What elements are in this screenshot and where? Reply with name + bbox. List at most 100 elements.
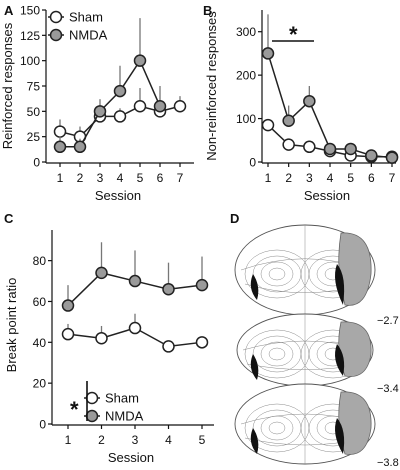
chart-a-y-tick-label: 100 bbox=[20, 54, 40, 68]
chart-b-x-tick-label: 7 bbox=[389, 171, 396, 185]
atlas-contour-left bbox=[268, 347, 286, 361]
chart-a-point-nmda bbox=[53, 140, 67, 154]
chart-a-y-tick-label: 0 bbox=[33, 156, 40, 170]
chart-c-legend-label-nmda: NMDA bbox=[105, 409, 144, 424]
lesion-core bbox=[335, 418, 345, 454]
chart-c-x-tick-label: 5 bbox=[199, 433, 206, 447]
chart-a-legend-label-sham: Sham bbox=[69, 10, 103, 25]
chart-c-point-nmda bbox=[95, 266, 108, 280]
significance-bracket-b: * bbox=[272, 22, 314, 47]
chart-c-point-sham bbox=[162, 340, 175, 353]
chart-a-y-tick-label: 25 bbox=[27, 130, 41, 144]
chart-a-x-tick-label: 7 bbox=[177, 171, 184, 185]
atlas-contour-left bbox=[268, 267, 286, 281]
chart-a-point-sham bbox=[113, 110, 127, 123]
lesion-core-left bbox=[250, 428, 259, 454]
lesion-core-left bbox=[250, 274, 259, 300]
chart-b-point-nmda bbox=[385, 151, 399, 164]
chart-c-point-nmda bbox=[61, 299, 75, 312]
chart-a-point-sham bbox=[53, 125, 67, 138]
chart-a-x-axis-label: Session bbox=[95, 188, 141, 203]
atlas-section-3 bbox=[234, 383, 376, 465]
chart-c-y-tick-label: 60 bbox=[33, 295, 47, 309]
chart-c-x-tick-label: 2 bbox=[98, 433, 105, 447]
chart-c-point-nmda bbox=[162, 282, 175, 296]
chart-c-point-sham bbox=[128, 321, 142, 335]
atlas-level-2: −3.4 bbox=[377, 383, 399, 395]
chart-b-y-tick-label: 300 bbox=[236, 25, 256, 39]
chart-a-point-nmda bbox=[113, 84, 127, 98]
chart-c-legend-label-sham: Sham bbox=[105, 391, 139, 406]
atlas-contour-left bbox=[244, 249, 310, 299]
chart-b-y-axis-label: Non-reinforced responses bbox=[204, 11, 219, 161]
chart-a-point-nmda bbox=[73, 140, 87, 154]
chart-a-y-tick-label: 150 bbox=[20, 4, 40, 18]
chart-a-y-tick-label: 50 bbox=[27, 105, 41, 119]
chart-c-y-tick-label: 80 bbox=[33, 254, 47, 268]
chart-c: 0 20 40 60 80 1 2 3 4 5 Session Break point ratio Sh… bbox=[4, 230, 214, 465]
chart-b: 0 100 200 300 1 2 3 4 5 6 7 Session Non-reinforced r… bbox=[204, 10, 399, 203]
chart-b-y-tick-label: 0 bbox=[249, 156, 256, 170]
chart-a-x-tick-label: 6 bbox=[157, 171, 164, 185]
chart-c-point-sham bbox=[95, 331, 108, 345]
atlas-section-2 bbox=[236, 313, 374, 387]
chart-a-y-tick-label: 75 bbox=[27, 80, 41, 94]
chart-a-point-sham bbox=[173, 100, 187, 113]
chart-a-y-axis-label: Reinforced responses bbox=[0, 22, 15, 149]
atlas-contour-left bbox=[244, 403, 310, 453]
chart-b-point-nmda bbox=[344, 142, 357, 156]
chart-b-x-axis-label: Session bbox=[304, 188, 350, 203]
chart-a: 0 25 50 75 100 125 150 1 2 3 4 5 6 7 Session Reinforced… bbox=[0, 4, 194, 203]
lesion-atlas bbox=[234, 224, 376, 465]
chart-c-point-nmda bbox=[128, 274, 142, 288]
chart-c-point-sham bbox=[61, 327, 75, 341]
chart-a-point-nmda bbox=[133, 54, 147, 67]
chart-a-point-nmda bbox=[93, 105, 107, 118]
chart-a-legend-marker-sham bbox=[49, 10, 63, 24]
significance-star-c: * bbox=[70, 397, 79, 422]
chart-b-point-nmda bbox=[365, 149, 378, 162]
chart-c-y-tick-label: 0 bbox=[39, 418, 46, 432]
chart-a-x-tick-label: 1 bbox=[57, 171, 64, 185]
atlas-level-1: −2.7 bbox=[377, 315, 399, 327]
chart-a-legend-label-nmda: NMDA bbox=[69, 28, 108, 43]
chart-b-point-sham bbox=[282, 138, 295, 151]
chart-c-y-tick-label: 20 bbox=[33, 377, 47, 391]
chart-b-y-tick-label: 200 bbox=[236, 69, 256, 83]
atlas-section-1 bbox=[234, 224, 376, 316]
chart-a-point-sham bbox=[133, 100, 147, 113]
lesion-core bbox=[335, 264, 345, 305]
chart-b-point-nmda bbox=[261, 47, 275, 60]
atlas-contour-left bbox=[260, 261, 294, 287]
chart-c-x-tick-label: 3 bbox=[132, 433, 139, 447]
chart-b-y-tick-label: 100 bbox=[236, 112, 256, 126]
chart-b-point-nmda bbox=[323, 142, 337, 156]
chart-b-x-tick-label: 2 bbox=[285, 171, 292, 185]
chart-c-legend-marker-nmda bbox=[85, 409, 99, 423]
panel-label-d: D bbox=[230, 211, 239, 226]
panel-label-c: C bbox=[4, 211, 14, 226]
chart-b-point-sham bbox=[303, 140, 316, 154]
panel-label-b: B bbox=[203, 3, 212, 18]
chart-b-point-nmda bbox=[303, 94, 316, 108]
chart-a-point-nmda bbox=[153, 100, 167, 113]
significance-bracket-c: * bbox=[70, 381, 88, 422]
chart-b-point-sham bbox=[261, 118, 275, 132]
chart-c-y-axis-label: Break point ratio bbox=[4, 278, 19, 373]
chart-b-x-tick-label: 3 bbox=[306, 171, 313, 185]
chart-c-y-tick-label: 40 bbox=[33, 336, 47, 350]
chart-a-legend-marker-nmda bbox=[49, 28, 63, 42]
significance-star-b: * bbox=[289, 22, 298, 47]
chart-b-x-tick-label: 4 bbox=[327, 171, 334, 185]
chart-b-x-tick-label: 1 bbox=[265, 171, 272, 185]
lesion-core-left bbox=[250, 354, 259, 380]
chart-a-x-tick-label: 4 bbox=[117, 171, 124, 185]
chart-a-y-tick-label: 125 bbox=[20, 29, 40, 43]
atlas-contour-left bbox=[260, 341, 294, 367]
chart-b-x-tick-label: 6 bbox=[368, 171, 375, 185]
chart-c-point-sham bbox=[195, 336, 209, 349]
chart-b-point-nmda bbox=[282, 114, 295, 127]
chart-c-x-tick-label: 4 bbox=[165, 433, 172, 447]
chart-b-x-tick-label: 5 bbox=[347, 171, 354, 185]
